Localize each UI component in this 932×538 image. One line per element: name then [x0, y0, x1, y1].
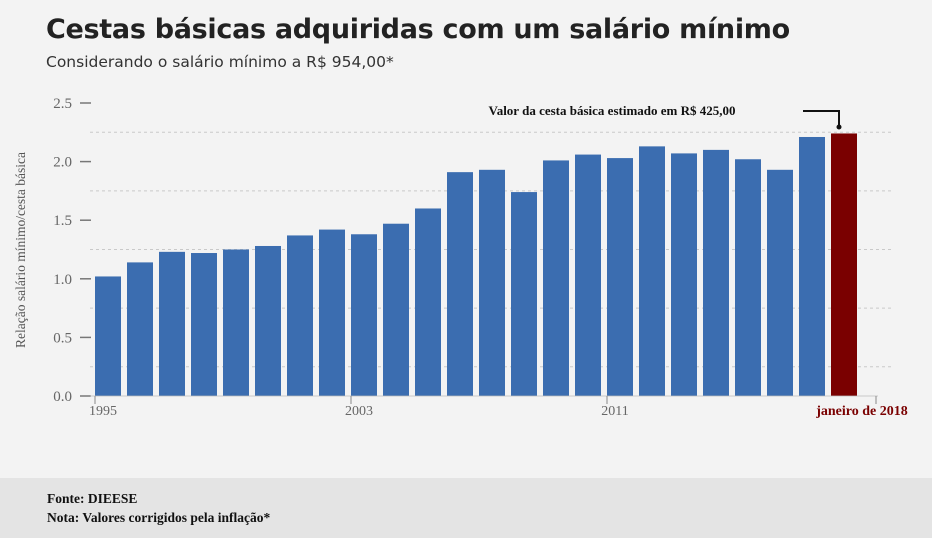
chart-title: Cestas básicas adquiridas com um salário… [46, 14, 790, 45]
y-tick-label: 2.0 [53, 155, 72, 171]
bar [479, 169, 505, 396]
bar [255, 245, 281, 396]
annotation-leader-line [803, 110, 840, 126]
y-tick-label: 2.5 [53, 96, 72, 112]
y-tick-label: 1.0 [53, 272, 72, 288]
x-axis: 1995 2003 2011 janeiro de 2018 [89, 395, 908, 419]
bar [383, 223, 409, 396]
chart-subtitle: Considerando o salário mínimo a R$ 954,0… [46, 53, 394, 71]
bar [735, 159, 761, 396]
bar [671, 153, 697, 396]
bar [287, 235, 313, 396]
bar [415, 208, 441, 396]
annotation-leader-dot [836, 124, 842, 130]
y-tick-label: 0.0 [53, 389, 72, 405]
bars [95, 133, 857, 397]
bar [223, 249, 249, 396]
y-tick-label: 0.5 [53, 330, 72, 346]
bar [127, 262, 153, 396]
bar [191, 253, 217, 396]
bar [95, 276, 121, 396]
bar [575, 154, 601, 396]
bar [319, 229, 345, 396]
footer-source: Fonte: DIEESE [47, 491, 138, 506]
bar [703, 149, 729, 396]
bar-chart: 0.0 0.5 1.0 1.5 2.0 2.5 1995 2003 2011 janeiro d… [13, 96, 908, 419]
x-tick-label: 2003 [345, 404, 373, 419]
bar [159, 251, 185, 396]
x-tick-label: 1995 [89, 404, 117, 419]
footer-note: Nota: Valores corrigidos pela inflação* [47, 510, 271, 525]
bar [799, 136, 825, 396]
x-tick-label: 2011 [601, 404, 628, 419]
bar [767, 169, 793, 396]
y-axis-label: Relação salário mínimo/cesta básica [13, 152, 28, 348]
bar [639, 146, 665, 396]
bar-highlight [831, 133, 857, 397]
bar [607, 158, 633, 396]
footer: Fonte: DIEESE Nota: Valores corrigidos p… [0, 478, 932, 538]
y-axis: 0.0 0.5 1.0 1.5 2.0 2.5 [53, 96, 91, 405]
annotation-label: Valor da cesta básica estimado em R$ 425… [489, 103, 736, 118]
bar [511, 192, 537, 396]
y-tick-label: 1.5 [53, 213, 72, 229]
bar [351, 234, 377, 396]
x-tick-label: janeiro de 2018 [815, 404, 908, 419]
bar [543, 160, 569, 396]
bar [447, 172, 473, 396]
